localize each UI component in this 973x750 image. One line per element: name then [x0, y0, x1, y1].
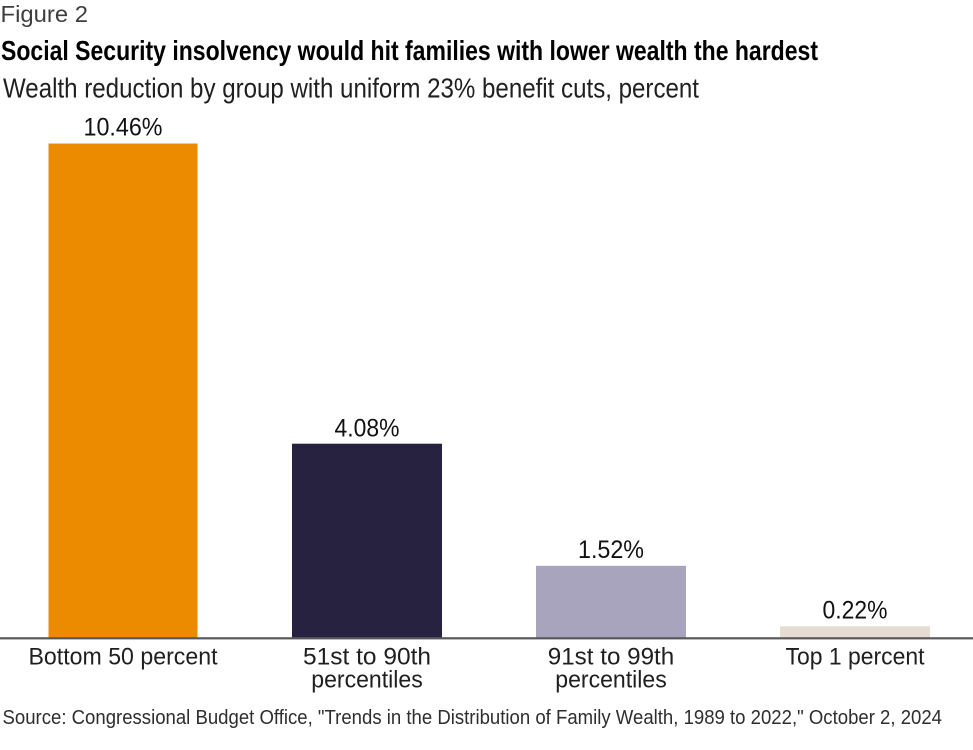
svg-text:Top 1 percent: Top 1 percent — [786, 644, 925, 671]
svg-text:percentiles: percentiles — [311, 667, 423, 694]
svg-text:percentiles: percentiles — [555, 667, 667, 694]
svg-text:10.46%: 10.46% — [84, 113, 163, 141]
svg-text:Source: Congressional Budget O: Source: Congressional Budget Office, "Tr… — [3, 706, 943, 729]
svg-text:91st to 99th: 91st to 99th — [548, 644, 675, 671]
svg-text:0.22%: 0.22% — [823, 596, 888, 624]
svg-text:Bottom 50 percent: Bottom 50 percent — [29, 644, 218, 671]
svg-text:1.52%: 1.52% — [578, 536, 644, 564]
svg-text:Social Security insolvency wou: Social Security insolvency would hit fam… — [1, 35, 818, 66]
svg-text:Figure 2: Figure 2 — [1, 1, 89, 27]
svg-text:Wealth reduction by group with: Wealth reduction by group with uniform 2… — [3, 72, 699, 103]
svg-text:51st to 90th: 51st to 90th — [303, 644, 431, 671]
svg-text:4.08%: 4.08% — [335, 415, 400, 443]
